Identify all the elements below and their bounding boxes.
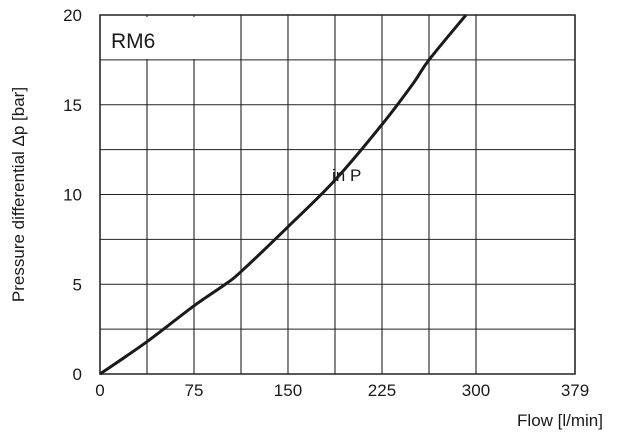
y-axis-label: Pressure differential Δp [bar]: [9, 87, 28, 302]
tick-labels: 0 75 150 225 300 379 0 5 10 15 20: [63, 6, 589, 400]
grid: [99, 14, 576, 375]
x-tick-label-5: 379: [561, 381, 589, 400]
series-line-in-p: [99, 14, 468, 376]
y-tick-label-3: 15: [63, 96, 82, 115]
x-tick-label-1: 75: [185, 381, 204, 400]
series-label-in-p: in P: [332, 166, 361, 185]
curve-layer: [99, 14, 468, 376]
y-tick-label-0: 0: [73, 365, 82, 384]
rm6-label: RM6: [111, 30, 155, 53]
x-tick-label-4: 300: [462, 381, 490, 400]
x-axis-label: Flow [l/min]: [517, 411, 603, 430]
rm6-label-background: [102, 17, 210, 59]
x-tick-label-3: 225: [368, 381, 396, 400]
x-tick-label-0: 0: [95, 381, 104, 400]
y-tick-label-1: 5: [73, 275, 82, 294]
x-tick-label-2: 150: [274, 381, 302, 400]
plot-frame: [99, 14, 576, 375]
y-tick-label-2: 10: [63, 186, 82, 205]
y-tick-label-4: 20: [63, 6, 82, 25]
